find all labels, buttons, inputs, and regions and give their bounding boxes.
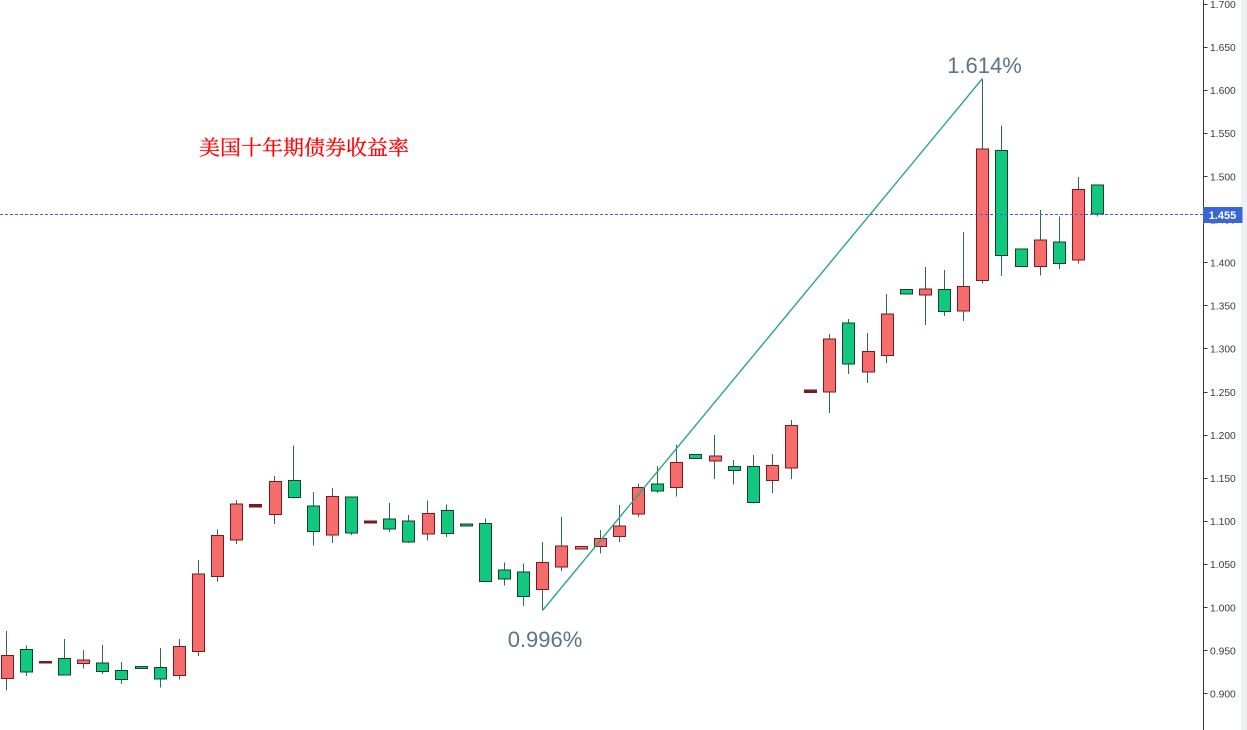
svg-text:1.050: 1.050 — [1210, 560, 1236, 571]
svg-text:1.500: 1.500 — [1210, 172, 1236, 183]
svg-text:1.250: 1.250 — [1210, 388, 1236, 399]
svg-text:1.000: 1.000 — [1210, 603, 1236, 614]
svg-text:0.996%: 0.996% — [508, 627, 583, 652]
svg-text:0.900: 0.900 — [1210, 690, 1236, 701]
svg-text:1.200: 1.200 — [1210, 431, 1236, 442]
svg-text:1.650: 1.650 — [1210, 43, 1236, 54]
svg-text:1.100: 1.100 — [1210, 517, 1236, 528]
svg-text:1.455: 1.455 — [1209, 210, 1237, 222]
svg-text:1.300: 1.300 — [1210, 345, 1236, 356]
svg-text:0.950: 0.950 — [1210, 646, 1236, 657]
svg-text:1.550: 1.550 — [1210, 129, 1236, 140]
svg-text:1.150: 1.150 — [1210, 474, 1236, 485]
svg-text:1.700: 1.700 — [1210, 0, 1236, 11]
svg-text:1.600: 1.600 — [1210, 86, 1236, 97]
svg-text:1.614%: 1.614% — [947, 53, 1022, 78]
svg-text:1.400: 1.400 — [1210, 259, 1236, 270]
svg-text:1.350: 1.350 — [1210, 302, 1236, 313]
